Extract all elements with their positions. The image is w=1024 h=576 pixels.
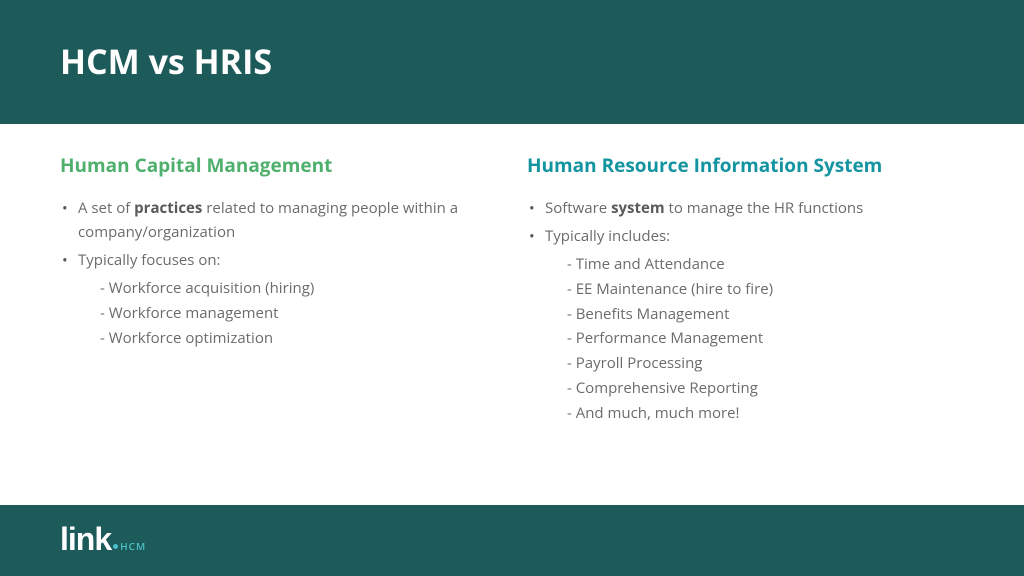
bullet-text-pre: Typically includes: bbox=[545, 226, 670, 246]
bullet-item: Software system to manage the HR functio… bbox=[527, 196, 964, 220]
bullet-text-strong: system bbox=[611, 198, 665, 218]
sub-item: - And much, much more! bbox=[567, 401, 964, 426]
left-column: Human Capital Management A set of practi… bbox=[60, 152, 497, 485]
sub-item: - Performance Management bbox=[567, 326, 964, 351]
footer-brand: link bbox=[60, 521, 111, 558]
bullet-item: A set of practices related to managing p… bbox=[60, 196, 497, 244]
sub-item: - Workforce optimization bbox=[100, 326, 497, 351]
sub-item: - Benefits Management bbox=[567, 302, 964, 327]
bullet-text-post: to manage the HR functions bbox=[665, 198, 864, 218]
slide-header: HCM vs HRIS bbox=[0, 0, 1024, 124]
footer-suffix-text: HCM bbox=[120, 539, 146, 553]
right-heading: Human Resource Information System bbox=[527, 152, 964, 178]
bullet-text-pre: A set of bbox=[78, 198, 134, 218]
left-heading: Human Capital Management bbox=[60, 152, 497, 178]
right-sublist: - Time and Attendance - EE Maintenance (… bbox=[545, 252, 964, 425]
left-sublist: - Workforce acquisition (hiring) - Workf… bbox=[78, 276, 497, 350]
right-bullets: Software system to manage the HR functio… bbox=[527, 196, 964, 425]
diamond-icon bbox=[112, 543, 119, 550]
right-column: Human Resource Information System Softwa… bbox=[527, 152, 964, 485]
sub-item: - Payroll Processing bbox=[567, 351, 964, 376]
left-bullets: A set of practices related to managing p… bbox=[60, 196, 497, 350]
bullet-item: Typically includes: - Time and Attendanc… bbox=[527, 224, 964, 425]
bullet-text-pre: Software bbox=[545, 198, 611, 218]
bullet-text-pre: Typically focuses on: bbox=[78, 250, 220, 270]
slide-footer: link HCM bbox=[0, 505, 1024, 576]
bullet-item: Typically focuses on: - Workforce acquis… bbox=[60, 248, 497, 350]
sub-item: - Time and Attendance bbox=[567, 252, 964, 277]
footer-suffix: HCM bbox=[113, 539, 146, 553]
sub-item: - EE Maintenance (hire to fire) bbox=[567, 277, 964, 302]
sub-item: - Workforce acquisition (hiring) bbox=[100, 276, 497, 301]
sub-item: - Workforce management bbox=[100, 301, 497, 326]
bullet-text-strong: practices bbox=[134, 198, 202, 218]
slide-content: Human Capital Management A set of practi… bbox=[0, 124, 1024, 505]
slide-title: HCM vs HRIS bbox=[60, 38, 964, 84]
sub-item: - Comprehensive Reporting bbox=[567, 376, 964, 401]
